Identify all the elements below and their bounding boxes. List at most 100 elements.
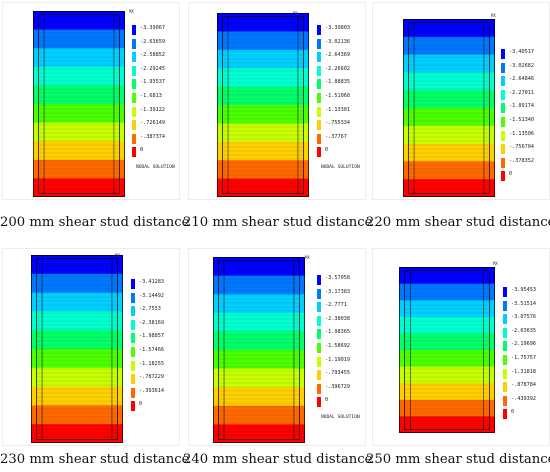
- legend-swatch: [501, 103, 505, 114]
- legend-value: -.37767: [325, 133, 347, 140]
- legend-swatch: [501, 49, 505, 59]
- legend-swatch: [503, 382, 507, 393]
- contour-band: [217, 68, 309, 88]
- contour-band: [399, 399, 495, 417]
- legend-swatch: [503, 300, 507, 311]
- legend-swatch: [132, 106, 136, 117]
- max-tag: MX: [305, 255, 310, 260]
- legend-row: -.393614: [131, 386, 179, 400]
- contour-band: [217, 141, 309, 161]
- legend-row: -3.07576: [503, 312, 549, 326]
- legend-row: 0: [131, 399, 179, 413]
- legend-value: -.787229: [139, 374, 164, 381]
- legend-value: -1.89174: [509, 103, 534, 110]
- legend-row: -.37767: [317, 132, 365, 146]
- legend-value: -1.51340: [509, 116, 534, 123]
- legend-row: -1.98857: [131, 331, 179, 345]
- legend-row: -2.38169: [131, 318, 179, 332]
- legend-value: -2.63635: [511, 327, 536, 334]
- legend-value: -1.39122: [140, 106, 165, 113]
- legend-value: -1.98365: [325, 329, 350, 336]
- frame-outline: [36, 258, 118, 440]
- legend-value: -.756704: [509, 144, 534, 151]
- legend-row: -1.19019: [317, 355, 365, 369]
- legend-row: -.793455: [317, 368, 365, 382]
- legend-swatch: [317, 25, 321, 35]
- frame-outline: [404, 270, 490, 430]
- legend-row: -3.17383: [317, 287, 365, 301]
- legend-swatch: [317, 52, 321, 63]
- legend-swatch: [501, 157, 505, 168]
- legend-row: -2.7771: [317, 300, 365, 314]
- legend-swatch: [131, 346, 135, 357]
- legend-row: -1.58692: [317, 341, 365, 355]
- legend-swatch: [131, 401, 135, 412]
- legend-swatch: [503, 314, 507, 325]
- legend-swatch: [317, 106, 321, 117]
- legend-row: -2.7553: [131, 304, 179, 318]
- contour-band: [217, 160, 309, 180]
- legend-swatch: [317, 120, 321, 131]
- legend-value: -1.57466: [139, 346, 164, 353]
- legend-swatch: [317, 383, 321, 394]
- contour-band: [217, 86, 309, 106]
- legend-value: -3.57058: [325, 275, 350, 281]
- legend-row: -1.57466: [131, 345, 179, 359]
- legend-value: -.393614: [139, 387, 164, 394]
- legend-value: -1.58692: [325, 342, 350, 349]
- legend-value: -.726149: [140, 120, 165, 127]
- legend-row: -3.14492: [131, 291, 179, 305]
- legend-row: -.755334: [317, 118, 365, 132]
- contour-band: [31, 386, 123, 406]
- frame-outline: [33, 11, 125, 197]
- legend-value: -1.13506: [509, 130, 534, 137]
- legend-value: -.439392: [511, 395, 536, 402]
- legend-value: 0: [325, 397, 329, 404]
- frame-outline: [217, 13, 309, 197]
- caption-230: 230 mm shear stud distance: [0, 452, 190, 467]
- legend-value: -.793455: [325, 370, 350, 377]
- contour-svg: [31, 255, 123, 443]
- legend-row: -1.31818: [503, 367, 549, 381]
- nodal-solution-label: NODAL SOLUTION: [136, 165, 175, 170]
- legend-swatch: [132, 133, 136, 144]
- legend-value: -3.02136: [325, 38, 350, 45]
- contour-panel-230: MX -3.41283 -3.14492 -2.7553 -2.38169 -1.988…: [2, 248, 180, 446]
- legend-swatch: [501, 144, 505, 155]
- legend-row: -2.38038: [317, 314, 365, 328]
- contour-band: [217, 31, 309, 51]
- legend-row: -2.29245: [132, 64, 179, 78]
- legend-row: -2.58852: [132, 50, 179, 64]
- contour-band: [31, 292, 123, 312]
- contour-band: [399, 383, 495, 401]
- legend-swatch: [503, 395, 507, 406]
- legend-swatch: [317, 397, 321, 408]
- frame-outline: [38, 14, 120, 194]
- legend-swatch: [132, 65, 136, 76]
- legend-row: -.439392: [503, 394, 549, 408]
- legend-swatch: [317, 92, 321, 103]
- contour-band: [31, 273, 123, 294]
- legend-swatch: [131, 292, 135, 303]
- legend-value: -1.88835: [325, 79, 350, 86]
- legend-swatch: [317, 38, 321, 49]
- legend-value: 0: [140, 147, 144, 154]
- legend-row: -1.93537: [132, 77, 179, 91]
- legend-value: -3.07576: [511, 314, 536, 321]
- contour-band: [213, 275, 305, 295]
- contour-band: [399, 316, 495, 334]
- contour-svg: [217, 13, 309, 197]
- contour-plot: [399, 267, 495, 433]
- max-tag: MX: [115, 253, 120, 258]
- frame-outline: [399, 267, 495, 433]
- contour-band: [399, 300, 495, 318]
- legend-value: -3.51514: [511, 300, 536, 307]
- contour-svg: [213, 257, 305, 443]
- legend-row: -2.26602: [317, 64, 365, 78]
- contour-plot: [403, 19, 495, 197]
- legend-swatch: [317, 329, 321, 340]
- legend-row: -3.57058: [317, 273, 365, 287]
- contour-panel-200: MX -3.39067 -2.63659 -2.58852 -2.29245 -1.93…: [2, 2, 180, 200]
- legend-row: -1.51068: [317, 91, 365, 105]
- legend-row: -.378352: [501, 156, 549, 170]
